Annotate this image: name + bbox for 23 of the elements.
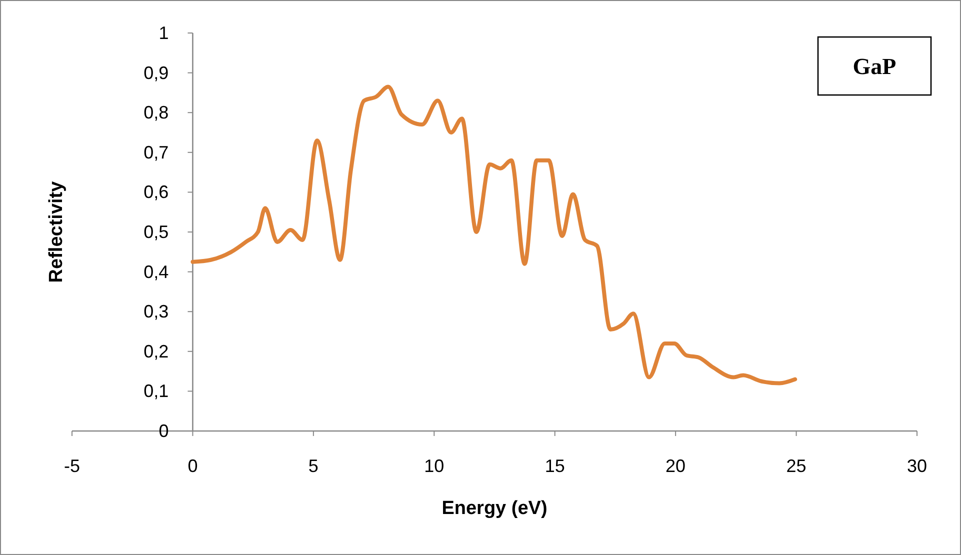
y-tick-label: 0,1: [144, 381, 169, 402]
y-tick-label: 0,4: [144, 262, 169, 282]
x-tick-label: 5: [308, 456, 318, 476]
y-axis-title: Reflectivity: [46, 180, 67, 283]
x-tick-label: 30: [906, 456, 928, 476]
y-tick-label: 0,3: [144, 302, 169, 322]
x-tick-label: -5: [64, 456, 80, 476]
x-tick-label: 0: [188, 456, 198, 476]
y-tick-label: 0,7: [144, 142, 169, 162]
y-tick-label: 0,5: [144, 222, 169, 242]
line-series: [190, 84, 798, 386]
y-tick-label: 1: [158, 23, 169, 43]
text: GaP: [852, 54, 896, 79]
x-tick-label: 20: [666, 456, 686, 476]
x-tick-label: 15: [544, 456, 565, 476]
y-tick-label: 0,6: [144, 182, 169, 202]
y-tick-label: 0,2: [144, 341, 169, 362]
y-tick-label: 0: [158, 421, 169, 441]
x-tick-label: 10: [424, 456, 444, 476]
x-tick-label: 25: [786, 456, 806, 476]
x-axis-title: Energy (eV): [442, 498, 548, 519]
y-tick-label: 0,8: [144, 102, 169, 123]
y-tick-label: 0,9: [144, 62, 169, 83]
